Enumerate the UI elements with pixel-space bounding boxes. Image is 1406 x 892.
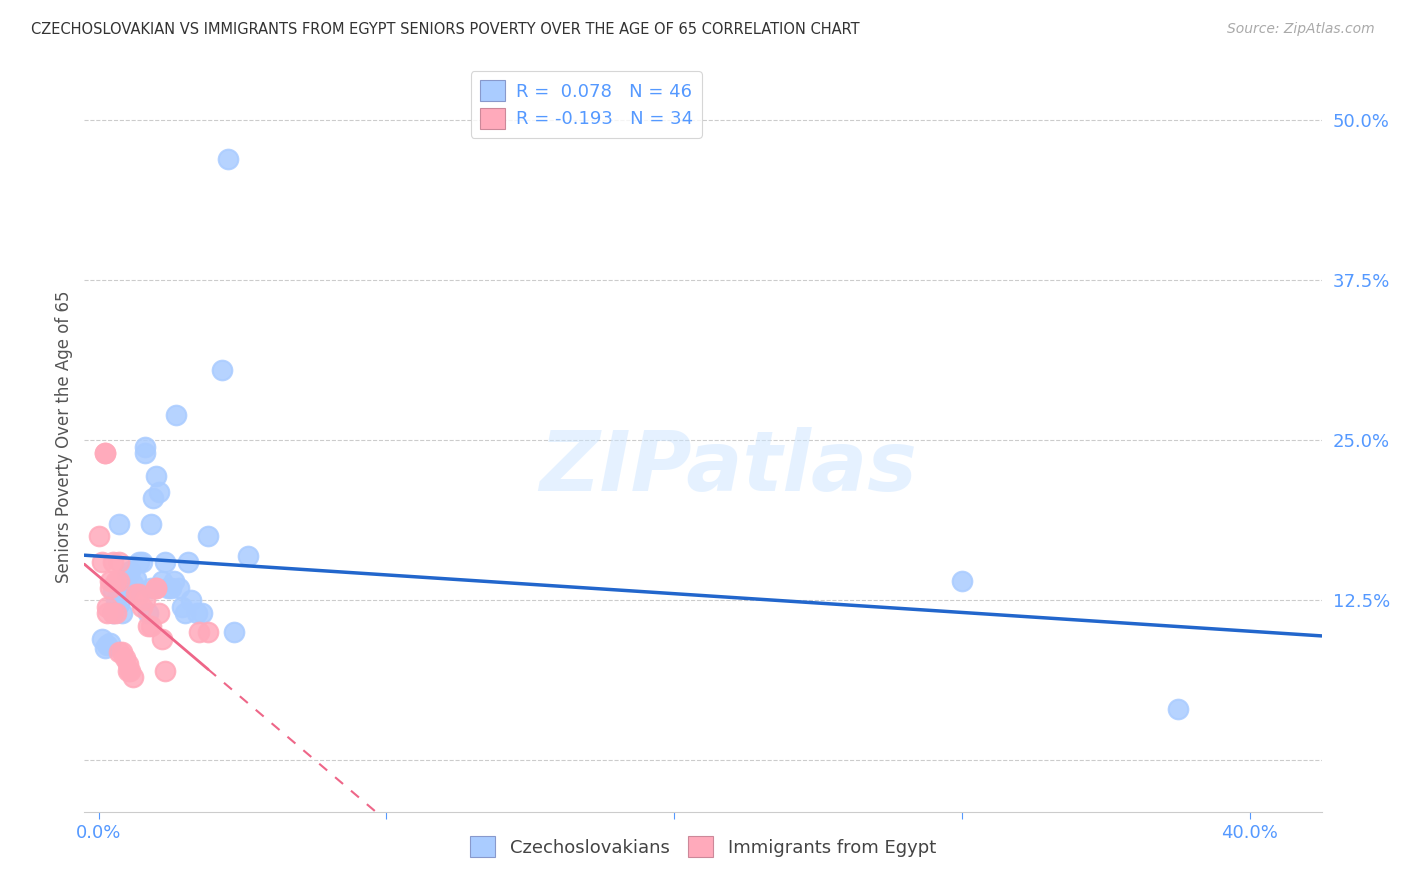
Point xyxy=(180,593,202,607)
Point xyxy=(222,625,245,640)
Point xyxy=(108,516,131,531)
Point xyxy=(148,484,170,499)
Y-axis label: Seniors Poverty Over the Age of 65: Seniors Poverty Over the Age of 65 xyxy=(55,291,73,583)
Point xyxy=(108,645,131,659)
Point xyxy=(188,625,211,640)
Point xyxy=(142,491,165,505)
Point xyxy=(153,555,176,569)
Point xyxy=(101,555,124,569)
Point xyxy=(105,593,128,607)
Point xyxy=(148,606,170,620)
Point xyxy=(108,597,131,611)
Text: CZECHOSLOVAKIAN VS IMMIGRANTS FROM EGYPT SENIORS POVERTY OVER THE AGE OF 65 CORR: CZECHOSLOVAKIAN VS IMMIGRANTS FROM EGYPT… xyxy=(31,22,859,37)
Point xyxy=(114,581,136,595)
Point xyxy=(134,446,156,460)
Point xyxy=(177,555,200,569)
Text: Source: ZipAtlas.com: Source: ZipAtlas.com xyxy=(1227,22,1375,37)
Point xyxy=(98,574,121,589)
Point xyxy=(101,584,124,599)
Point xyxy=(172,599,194,614)
Point xyxy=(159,581,181,595)
Point xyxy=(98,635,121,649)
Point xyxy=(101,606,124,620)
Point xyxy=(125,587,148,601)
Point xyxy=(93,446,115,460)
Point xyxy=(122,576,145,591)
Point xyxy=(191,606,214,620)
Point xyxy=(186,606,208,620)
Point xyxy=(174,606,197,620)
Point xyxy=(238,549,260,563)
Point xyxy=(108,555,131,569)
Point xyxy=(211,363,233,377)
Point xyxy=(117,657,139,672)
Point xyxy=(105,574,128,589)
Point xyxy=(165,408,187,422)
Point xyxy=(96,599,118,614)
Point xyxy=(131,555,153,569)
Point xyxy=(950,574,973,589)
Point xyxy=(125,572,148,586)
Point xyxy=(111,645,134,659)
Point xyxy=(108,574,131,589)
Point xyxy=(96,638,118,652)
Legend: Czechoslovakians, Immigrants from Egypt: Czechoslovakians, Immigrants from Egypt xyxy=(461,828,945,866)
Point xyxy=(197,529,219,543)
Point xyxy=(120,664,142,678)
Point xyxy=(139,581,162,595)
Point xyxy=(139,619,162,633)
Point xyxy=(101,606,124,620)
Point xyxy=(90,632,112,646)
Point xyxy=(150,632,173,646)
Point xyxy=(105,606,128,620)
Point xyxy=(128,555,150,569)
Point xyxy=(117,567,139,582)
Point xyxy=(153,664,176,678)
Point xyxy=(131,599,153,614)
Point xyxy=(136,619,159,633)
Point xyxy=(117,584,139,599)
Point xyxy=(114,651,136,665)
Point xyxy=(87,529,110,543)
Point xyxy=(150,574,173,589)
Point xyxy=(128,587,150,601)
Point xyxy=(90,555,112,569)
Point xyxy=(1167,702,1189,716)
Point xyxy=(111,606,134,620)
Point xyxy=(145,581,167,595)
Point xyxy=(93,446,115,460)
Point xyxy=(122,670,145,684)
Point xyxy=(98,581,121,595)
Text: ZIPatlas: ZIPatlas xyxy=(538,426,917,508)
Point xyxy=(145,469,167,483)
Point xyxy=(145,581,167,595)
Point xyxy=(169,581,191,595)
Point xyxy=(197,625,219,640)
Point xyxy=(162,574,184,589)
Point xyxy=(134,593,156,607)
Point xyxy=(120,564,142,578)
Point xyxy=(156,581,179,595)
Point xyxy=(136,606,159,620)
Point xyxy=(217,152,239,166)
Point xyxy=(96,606,118,620)
Point xyxy=(117,664,139,678)
Point xyxy=(93,640,115,655)
Point xyxy=(139,516,162,531)
Point xyxy=(134,440,156,454)
